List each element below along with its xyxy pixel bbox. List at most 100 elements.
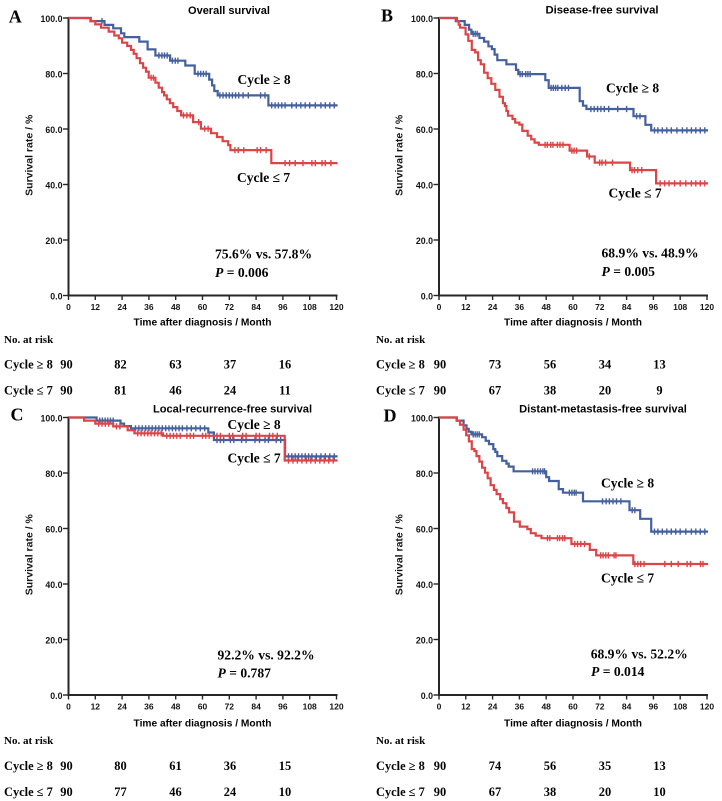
svg-text:108: 108 <box>673 702 687 712</box>
svg-text:96: 96 <box>649 302 659 312</box>
svg-text:84: 84 <box>622 302 632 312</box>
svg-text:24: 24 <box>488 702 498 712</box>
svg-text:46: 46 <box>169 384 181 398</box>
svg-text:60: 60 <box>198 702 208 712</box>
svg-text:Local-recurrence-free survival: Local-recurrence-free survival <box>153 404 312 416</box>
svg-text:B: B <box>381 6 393 26</box>
svg-text:0: 0 <box>66 702 71 712</box>
svg-text:90: 90 <box>60 759 72 773</box>
svg-text:56: 56 <box>544 759 556 773</box>
svg-text:D: D <box>384 405 397 425</box>
svg-text:68.9% vs. 48.9%: 68.9% vs. 48.9% <box>602 246 699 261</box>
svg-text:0: 0 <box>437 702 442 712</box>
svg-text:20: 20 <box>599 785 611 799</box>
svg-text:Cycle ≤ 7: Cycle ≤ 7 <box>4 785 53 799</box>
svg-text:Cycle ≥ 8: Cycle ≥ 8 <box>4 759 53 773</box>
svg-text:13: 13 <box>653 358 665 372</box>
svg-text:Overall survival: Overall survival <box>188 5 270 17</box>
svg-text:81: 81 <box>114 384 126 398</box>
svg-text:56: 56 <box>544 358 556 372</box>
svg-text:Cycle ≤ 7: Cycle ≤ 7 <box>376 384 425 398</box>
svg-text:Cycle ≤ 7: Cycle ≤ 7 <box>609 186 662 201</box>
svg-text:108: 108 <box>303 702 317 712</box>
svg-text:60.0: 60.0 <box>416 125 433 135</box>
svg-text:A: A <box>9 7 22 27</box>
svg-text:Cycle ≤ 7: Cycle ≤ 7 <box>228 451 281 466</box>
svg-text:108: 108 <box>673 302 687 312</box>
svg-text:80.0: 80.0 <box>45 469 62 479</box>
svg-text:Cycle ≤ 7: Cycle ≤ 7 <box>237 170 290 185</box>
svg-text:100.0: 100.0 <box>40 14 62 24</box>
svg-text:0: 0 <box>66 302 71 312</box>
svg-text:120: 120 <box>329 702 343 712</box>
svg-text:77: 77 <box>114 785 126 799</box>
svg-text:108: 108 <box>303 302 317 312</box>
svg-text:20.0: 20.0 <box>45 636 62 646</box>
svg-text:0.0: 0.0 <box>421 691 433 701</box>
svg-text:60.0: 60.0 <box>45 525 62 535</box>
svg-text:38: 38 <box>544 785 556 799</box>
svg-text:72: 72 <box>595 702 605 712</box>
svg-text:120: 120 <box>329 302 343 312</box>
svg-text:46: 46 <box>169 785 181 799</box>
svg-text:82: 82 <box>114 358 126 372</box>
svg-text:P = 0.014: P = 0.014 <box>591 664 645 679</box>
svg-text:12: 12 <box>91 302 101 312</box>
svg-text:120: 120 <box>700 302 714 312</box>
svg-text:80.0: 80.0 <box>416 70 433 80</box>
svg-text:24: 24 <box>224 785 236 799</box>
svg-text:68.9% vs. 52.2%: 68.9% vs. 52.2% <box>591 647 688 662</box>
svg-text:60: 60 <box>198 302 208 312</box>
svg-text:90: 90 <box>434 358 446 372</box>
svg-text:C: C <box>11 405 24 425</box>
svg-text:48: 48 <box>171 302 181 312</box>
svg-text:40.0: 40.0 <box>416 181 433 191</box>
svg-text:Survival rate / %: Survival rate / % <box>23 114 35 196</box>
svg-text:90: 90 <box>434 384 446 398</box>
svg-text:Distant-metastasis-free surviv: Distant-metastasis-free survival <box>519 403 687 415</box>
svg-text:40.0: 40.0 <box>416 580 433 590</box>
svg-text:Cycle ≥ 8: Cycle ≥ 8 <box>4 358 53 372</box>
svg-text:80.0: 80.0 <box>45 70 62 80</box>
svg-text:Survival rate / %: Survival rate / % <box>393 114 405 196</box>
svg-text:Cycle ≤ 7: Cycle ≤ 7 <box>601 571 654 586</box>
svg-text:40.0: 40.0 <box>45 580 62 590</box>
svg-text:Cycle ≤ 7: Cycle ≤ 7 <box>376 785 425 799</box>
svg-text:Time after diagnosis / Month: Time after diagnosis / Month <box>134 318 272 329</box>
svg-text:40.0: 40.0 <box>45 181 62 191</box>
svg-text:No. at risk: No. at risk <box>376 735 426 747</box>
svg-text:48: 48 <box>541 302 551 312</box>
svg-text:0: 0 <box>437 302 442 312</box>
svg-text:74: 74 <box>489 759 501 773</box>
svg-text:24: 24 <box>488 302 498 312</box>
svg-text:36: 36 <box>224 759 236 773</box>
svg-text:72: 72 <box>595 302 605 312</box>
svg-text:Cycle ≥ 8: Cycle ≥ 8 <box>376 759 425 773</box>
svg-text:84: 84 <box>622 702 632 712</box>
svg-text:20.0: 20.0 <box>416 236 433 246</box>
svg-text:60.0: 60.0 <box>416 525 433 535</box>
svg-text:80.0: 80.0 <box>416 469 433 479</box>
svg-text:38: 38 <box>544 384 556 398</box>
svg-text:Cycle ≥ 8: Cycle ≥ 8 <box>228 417 281 432</box>
svg-text:36: 36 <box>144 302 154 312</box>
svg-text:60.0: 60.0 <box>45 125 62 135</box>
svg-text:67: 67 <box>489 785 501 799</box>
svg-text:67: 67 <box>489 384 501 398</box>
svg-text:72: 72 <box>225 302 235 312</box>
svg-text:P = 0.787: P = 0.787 <box>218 666 272 681</box>
svg-text:Cycle ≥ 8: Cycle ≥ 8 <box>376 358 425 372</box>
svg-text:75.6% vs. 57.8%: 75.6% vs. 57.8% <box>215 247 312 262</box>
svg-text:Cycle ≥ 8: Cycle ≥ 8 <box>601 476 654 491</box>
svg-text:Cycle ≤ 7: Cycle ≤ 7 <box>4 384 53 398</box>
svg-text:Disease-free survival: Disease-free survival <box>545 5 658 17</box>
svg-text:120: 120 <box>700 702 714 712</box>
svg-text:63: 63 <box>169 358 181 372</box>
svg-text:0.0: 0.0 <box>50 292 62 302</box>
svg-text:37: 37 <box>224 358 236 372</box>
svg-text:100.0: 100.0 <box>411 14 433 24</box>
svg-text:Time after diagnosis / Month: Time after diagnosis / Month <box>504 719 642 730</box>
svg-text:0.0: 0.0 <box>421 292 433 302</box>
svg-text:20: 20 <box>599 384 611 398</box>
svg-text:No. at risk: No. at risk <box>376 334 426 346</box>
